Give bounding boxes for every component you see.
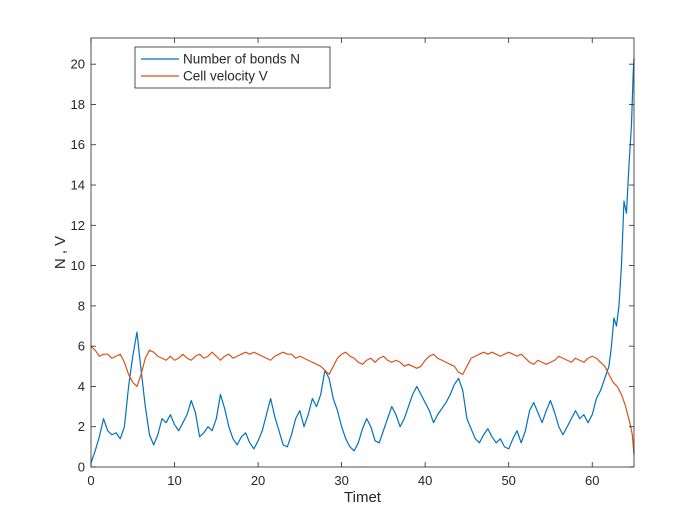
- y-tick-label: 6: [78, 339, 85, 354]
- y-tick-label: 20: [71, 57, 85, 72]
- y-tick-label: 12: [71, 218, 85, 233]
- legend-label-bonds: Number of bonds N: [183, 52, 300, 67]
- axes-frame: [90, 37, 635, 468]
- series-line-velocity: [90, 345, 635, 455]
- x-tick-label: 0: [87, 473, 94, 488]
- series-line-bonds: [90, 58, 635, 464]
- y-tick-label: 2: [78, 419, 85, 434]
- legend-box: [134, 46, 331, 89]
- ticks-layer: 0 10 20 30 40 50 60 0 2 4 6 8 10 12 14 16 18 20: [71, 38, 634, 488]
- y-axis-label: N , V: [52, 236, 69, 269]
- legend-label-velocity: Cell velocity V: [183, 69, 268, 84]
- y-tick-label: 4: [78, 379, 85, 394]
- y-tick-label: 8: [78, 298, 85, 313]
- x-axis-label: Timet: [344, 489, 382, 506]
- axes-layer: [90, 37, 635, 468]
- x-tick-label: 40: [418, 473, 432, 488]
- x-tick-label: 50: [501, 473, 515, 488]
- x-tick-label: 60: [585, 473, 599, 488]
- x-tick-label: 10: [167, 473, 181, 488]
- x-tick-label: 20: [251, 473, 265, 488]
- y-tick-label: 14: [71, 178, 85, 193]
- x-tick-label: 30: [334, 473, 348, 488]
- y-tick-label: 10: [71, 258, 85, 273]
- y-tick-label: 16: [71, 137, 85, 152]
- plot-area: [91, 38, 634, 467]
- y-tick-label: 18: [71, 97, 85, 112]
- y-tick-label: 0: [78, 460, 85, 475]
- series-layer: [90, 58, 635, 464]
- legend: Number of bonds N Cell velocity V: [134, 46, 331, 89]
